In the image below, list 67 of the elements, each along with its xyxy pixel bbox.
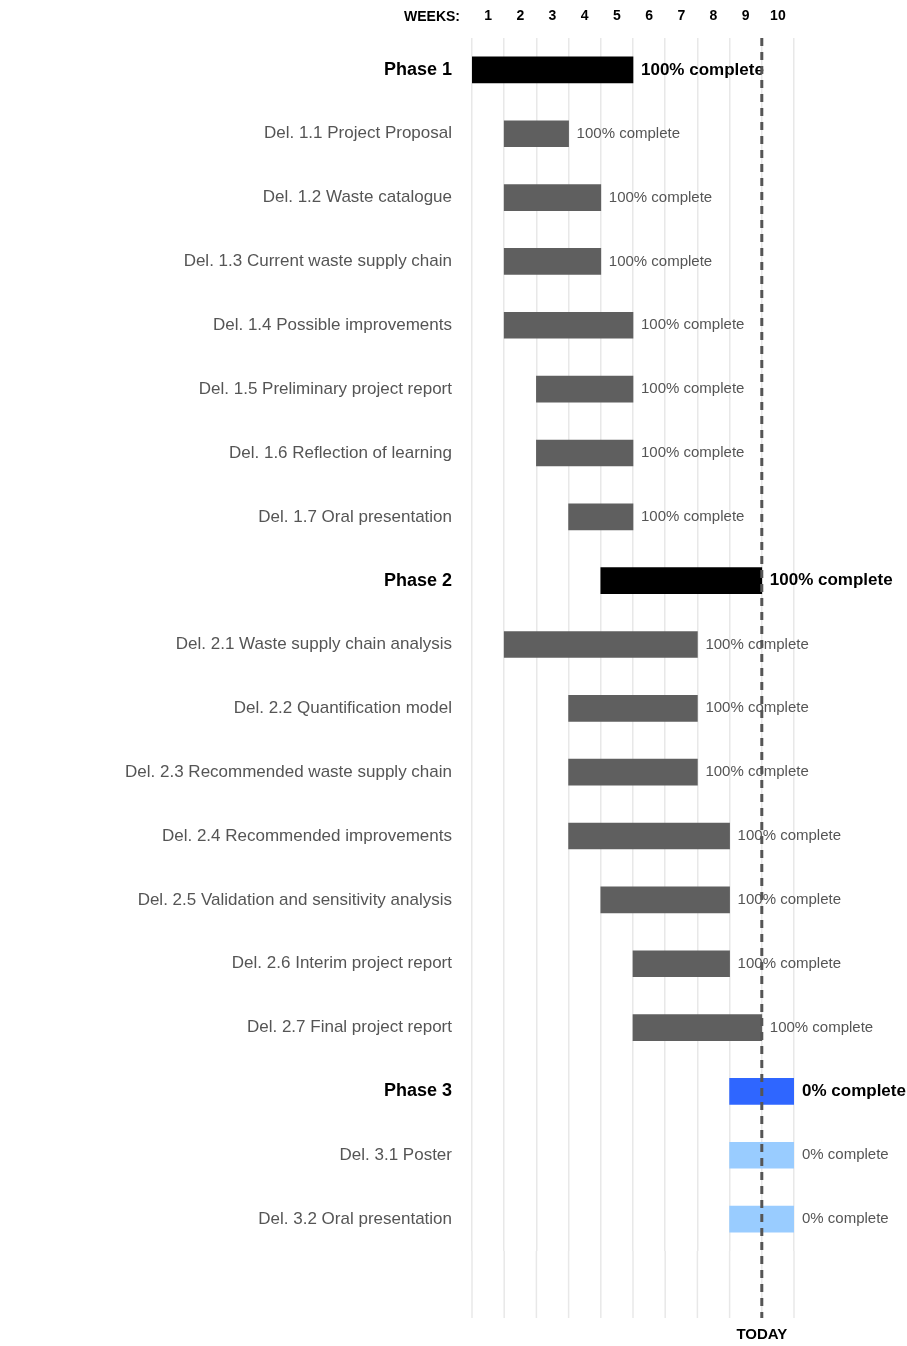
bar	[503, 631, 698, 658]
annotation: 100% complete	[769, 570, 893, 590]
y-tick-label: Del. 1.7 Oral presentation	[258, 506, 452, 526]
y-tick-label: Del. 1.2 Waste catalogue	[262, 187, 452, 207]
bar	[503, 248, 602, 275]
annotation: 100% complete	[737, 953, 842, 971]
x-tick-label: 4	[580, 7, 589, 24]
annotation: 100% complete	[608, 187, 713, 205]
bar	[536, 439, 634, 467]
annotation: 100% complete	[608, 251, 713, 269]
x-tick-label: 9	[741, 7, 750, 24]
y-tick-label: Del. 1.4 Possible improvements	[212, 314, 452, 334]
bar	[568, 503, 634, 531]
bar	[729, 1078, 794, 1105]
y-tick-label: Phase 2	[383, 569, 452, 590]
y-tick-label: Del. 3.2 Oral presentation	[258, 1208, 452, 1228]
annotation: 100% complete	[641, 506, 745, 524]
y-tick-label: Del. 2.2 Quantification model	[233, 698, 452, 718]
y-tick-label: Del. 2.4 Recommended improvements	[161, 825, 452, 845]
bar	[568, 695, 698, 722]
x-tick-label: 6	[645, 7, 654, 24]
bar	[600, 567, 763, 594]
annotation: 100% complete	[641, 379, 745, 397]
ref-line-label: TODAY	[736, 1325, 788, 1343]
bar	[536, 375, 634, 403]
x-tick-label: 3	[548, 7, 557, 24]
bar	[600, 886, 730, 914]
y-tick-label: Del. 2.7 Final project report	[246, 1017, 453, 1037]
annotation: 100% complete	[576, 123, 681, 141]
bar	[632, 950, 730, 978]
bar	[503, 311, 634, 339]
annotation: 100% complete	[705, 762, 809, 780]
bar	[503, 120, 569, 148]
x-tick-label: 2	[516, 7, 525, 24]
bar	[729, 1205, 794, 1233]
y-tick-label: Del. 1.6 Reflection of learning	[228, 442, 452, 462]
annotation: 100% complete	[641, 59, 764, 79]
annotation: 100% complete	[769, 1017, 874, 1035]
x-axis-title: WEEKS:	[404, 7, 460, 24]
bar	[568, 758, 698, 786]
bar	[568, 822, 730, 850]
bar	[472, 56, 634, 84]
annotation: 100% complete	[705, 698, 809, 716]
x-tick-label: 5	[613, 7, 621, 24]
annotation: 0% complete	[802, 1081, 906, 1101]
annotation: 0% complete	[802, 1209, 889, 1227]
bar	[503, 184, 602, 211]
y-tick-label: Del. 2.3 Recommended waste supply chain	[125, 761, 452, 781]
y-tick-label: Del. 2.5 Validation and sensitivity analysis	[137, 889, 452, 909]
y-tick-label: Phase 3	[383, 1080, 452, 1101]
annotation: 100% complete	[737, 890, 842, 908]
annotation: 100% complete	[737, 826, 842, 844]
x-tick-label: 8	[709, 7, 718, 24]
y-tick-label: Phase 1	[383, 58, 452, 79]
y-tick-label: Del. 1.5 Preliminary project report	[198, 378, 453, 398]
x-tick-label: 1	[484, 7, 493, 24]
x-tick-label: 10	[770, 7, 786, 24]
y-tick-label: Del. 2.1 Waste supply chain analysis	[175, 634, 452, 654]
annotation: 0% complete	[802, 1145, 889, 1163]
bar	[729, 1141, 794, 1169]
y-tick-label: Del. 2.6 Interim project report	[231, 953, 453, 973]
annotation: 100% complete	[641, 315, 745, 333]
x-tick-label: 7	[677, 7, 686, 24]
annotation: 100% complete	[641, 443, 745, 461]
y-tick-label: Del. 3.1 Poster	[339, 1144, 453, 1164]
y-tick-label: Del. 1.1 Project Proposal	[263, 123, 452, 143]
y-tick-label: Del. 1.3 Current waste supply chain	[183, 251, 452, 271]
